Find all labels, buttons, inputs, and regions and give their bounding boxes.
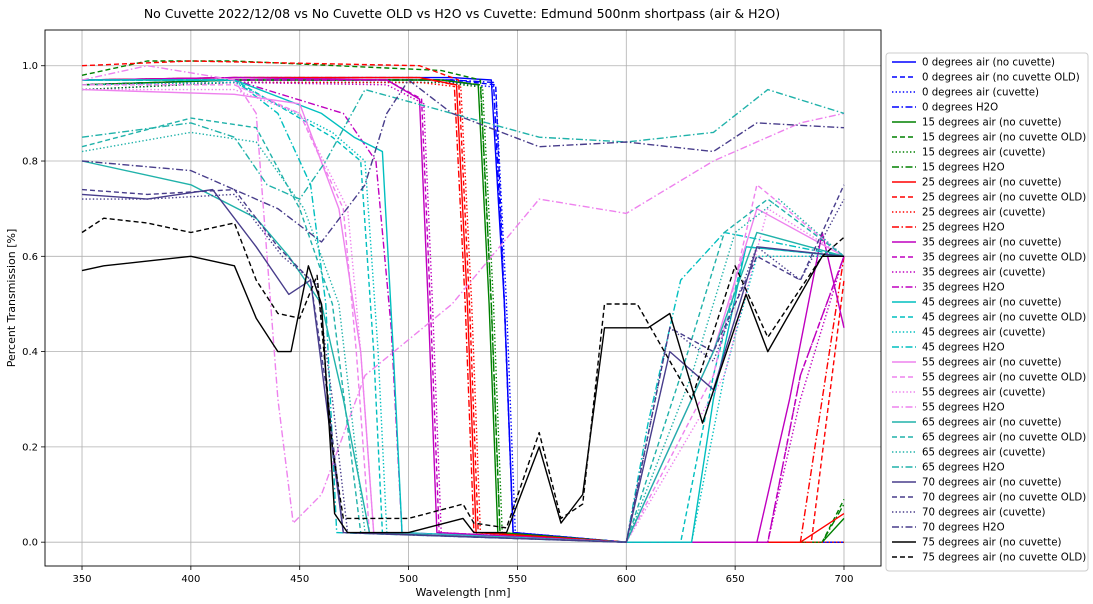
legend-label: 75 degrees air (no cuvette OLD) bbox=[922, 553, 1086, 564]
y-axis-label: Percent Transmission [%] bbox=[5, 229, 18, 367]
legend-label: 25 degrees air (no cuvette OLD) bbox=[922, 193, 1086, 204]
legend-label: 70 degrees air (no cuvette OLD) bbox=[922, 493, 1086, 504]
x-tick-label: 650 bbox=[726, 574, 745, 585]
x-axis-label: Wavelength [nm] bbox=[415, 586, 510, 599]
series-line-32 bbox=[81, 255, 844, 534]
legend-label: 70 degrees air (cuvette) bbox=[922, 508, 1046, 519]
plot-frame bbox=[45, 30, 881, 566]
series-line-27 bbox=[81, 88, 845, 200]
series-line-3 bbox=[81, 79, 844, 543]
x-tick-label: 500 bbox=[399, 574, 418, 585]
legend-label: 15 degrees air (cuvette) bbox=[922, 148, 1046, 159]
legend-label: 75 degrees air (no cuvette) bbox=[922, 538, 1061, 549]
legend-label: 45 degrees air (cuvette) bbox=[922, 328, 1046, 339]
y-tick-label: 0.0 bbox=[22, 538, 38, 549]
legend-label: 45 degrees air (no cuvette) bbox=[922, 298, 1061, 309]
axis-ticks: 350 400 450 500 550 600 650 700 0.0 0.2 0.4 0.6 0.8 1… bbox=[22, 61, 853, 585]
legend-label: 25 degrees air (no cuvette) bbox=[922, 178, 1061, 189]
legend-label: 55 degrees air (no cuvette OLD) bbox=[922, 373, 1086, 384]
plot-area: 350 400 450 500 550 600 650 700 0.0 0.2 0.4 0.6 0.8 1… bbox=[22, 29, 882, 585]
legend-label: 65 degrees air (no cuvette OLD) bbox=[922, 433, 1086, 444]
legend-label: 45 degrees air (no cuvette OLD) bbox=[922, 313, 1086, 324]
series-line-22 bbox=[82, 88, 845, 543]
x-tick-label: 600 bbox=[617, 574, 636, 585]
legend-label: 35 degrees air (no cuvette) bbox=[922, 238, 1061, 249]
y-tick-label: 0.2 bbox=[22, 442, 38, 453]
x-tick-label: 400 bbox=[181, 574, 200, 585]
series-line-24 bbox=[81, 160, 845, 543]
series-line-21 bbox=[82, 84, 845, 543]
series-line-12 bbox=[81, 76, 845, 543]
chart-title: No Cuvette 2022/12/08 vs No Cuvette OLD … bbox=[144, 6, 780, 21]
legend-label: 25 degrees H2O bbox=[922, 223, 1005, 234]
legend-label: 35 degrees H2O bbox=[922, 283, 1005, 294]
legend-box bbox=[885, 52, 1089, 572]
legend-label: 55 degrees air (no cuvette) bbox=[922, 358, 1061, 369]
legend-label: 45 degrees H2O bbox=[922, 343, 1005, 354]
series-line-11 bbox=[81, 76, 845, 543]
x-tick-label: 450 bbox=[290, 574, 309, 585]
legend-label: 55 degrees H2O bbox=[922, 403, 1005, 414]
legend-label: 55 degrees air (cuvette) bbox=[922, 388, 1046, 399]
legend-label: 0 degrees H2O bbox=[922, 103, 998, 114]
series-line-19 bbox=[82, 79, 845, 543]
series-line-29 bbox=[81, 184, 845, 543]
legend-label: 65 degrees air (no cuvette) bbox=[922, 418, 1061, 429]
legend-label: 15 degrees air (no cuvette OLD) bbox=[922, 133, 1086, 144]
legend-label: 0 degrees air (cuvette) bbox=[922, 88, 1039, 99]
x-tick-label: 700 bbox=[834, 574, 853, 585]
series-line-31 bbox=[81, 79, 845, 243]
legend-label: 15 degrees H2O bbox=[922, 163, 1005, 174]
legend-label: 35 degrees air (cuvette) bbox=[922, 268, 1046, 279]
series-line-2 bbox=[81, 81, 844, 543]
legend-label: 25 degrees air (cuvette) bbox=[922, 208, 1046, 219]
legend-label: 35 degrees air (no cuvette OLD) bbox=[922, 253, 1086, 264]
legend-label: 65 degrees air (cuvette) bbox=[922, 448, 1046, 459]
y-tick-label: 1.0 bbox=[22, 61, 38, 72]
x-tick-label: 350 bbox=[72, 574, 91, 585]
legend-label: 0 degrees air (no cuvette OLD) bbox=[922, 73, 1080, 84]
legend-label: 0 degrees air (no cuvette) bbox=[922, 58, 1055, 69]
legend-label: 15 degrees air (no cuvette) bbox=[922, 118, 1061, 129]
y-tick-label: 0.6 bbox=[22, 252, 38, 263]
legend-label: 70 degrees H2O bbox=[922, 523, 1005, 534]
y-tick-label: 0.8 bbox=[22, 157, 38, 168]
series-line-33 bbox=[81, 217, 845, 529]
y-tick-label: 0.4 bbox=[22, 347, 38, 358]
series-line-30 bbox=[82, 193, 845, 543]
legend-label: 65 degrees H2O bbox=[922, 463, 1005, 474]
legend-label: 70 degrees air (no cuvette) bbox=[922, 478, 1061, 489]
series-lines bbox=[81, 60, 845, 543]
plot-border bbox=[44, 29, 882, 567]
x-tick-label: 550 bbox=[508, 574, 527, 585]
legend: 0 degrees air (no cuvette) 0 degrees air … bbox=[885, 52, 1089, 572]
